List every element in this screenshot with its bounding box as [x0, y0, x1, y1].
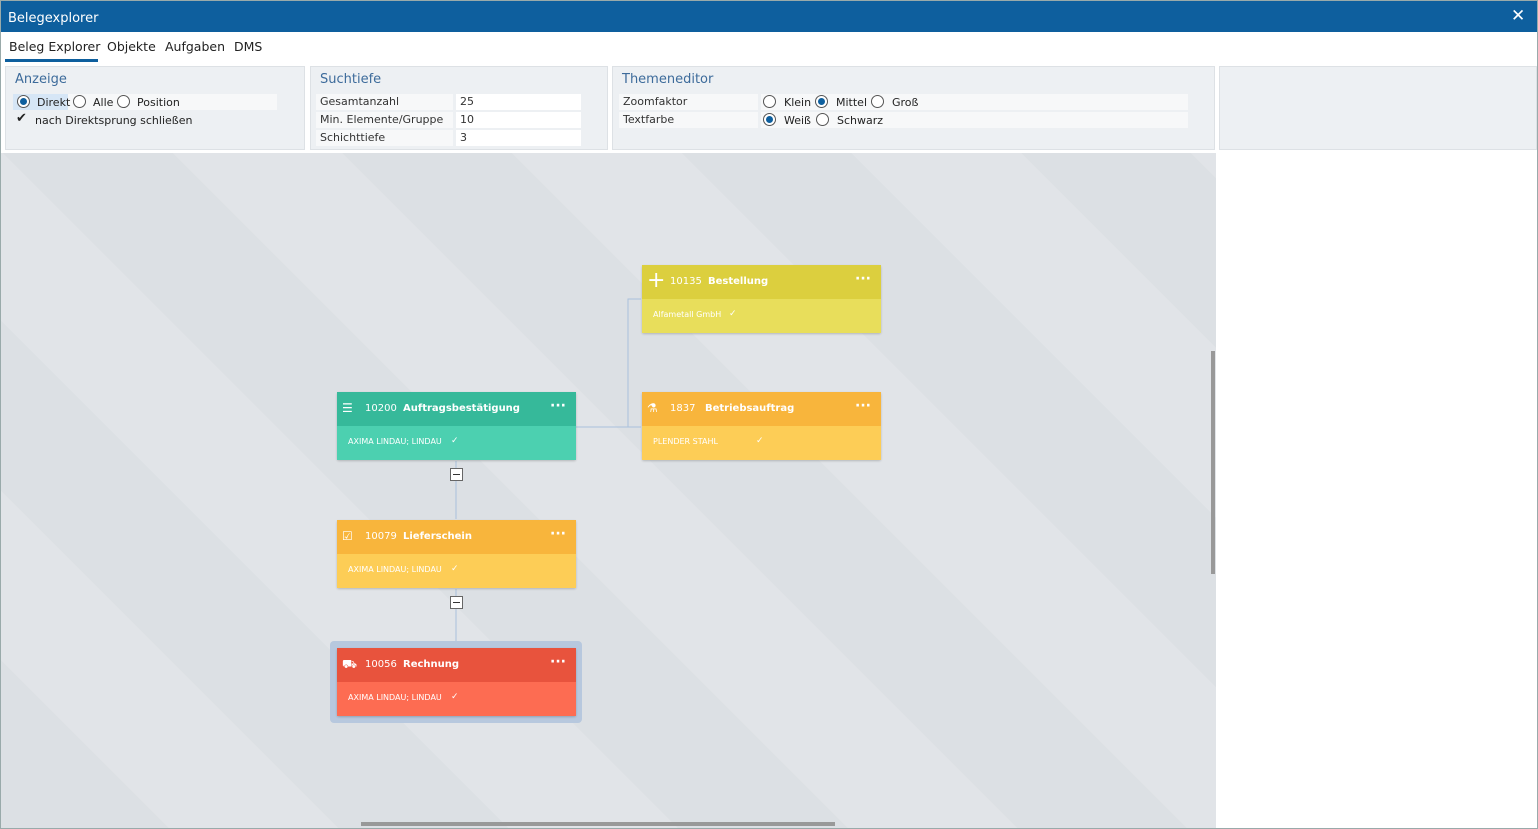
node-company: PLENDER STAHL: [653, 437, 718, 446]
status-icon: ✓: [729, 309, 737, 319]
label-cell: Schichttiefe: [316, 130, 453, 146]
checkbox-label: nach Direktsprung schließen: [35, 114, 193, 127]
node-body: [337, 426, 576, 460]
node-menu[interactable]: ···: [550, 398, 566, 414]
node-type: Lieferschein: [403, 531, 472, 542]
value-cell[interactable]: 10: [456, 112, 581, 128]
title-bar: Belegexplorer ✕: [1, 1, 1537, 32]
tab-underline: [5, 59, 98, 62]
radio-label: Klein: [784, 96, 812, 109]
radio-button[interactable]: [763, 95, 776, 108]
radio-button[interactable]: [117, 95, 130, 108]
tab[interactable]: Objekte: [107, 39, 156, 54]
tab[interactable]: Beleg Explorer: [9, 39, 101, 54]
tab[interactable]: DMS: [234, 39, 263, 54]
node-number: 10200: [365, 403, 397, 414]
radio-label: Alle: [93, 96, 114, 109]
panel-title: Themeneditor: [622, 72, 714, 87]
node-body: [337, 682, 576, 716]
label-cell: Min. Elemente/Gruppe: [316, 112, 453, 128]
radio-button[interactable]: [17, 95, 30, 108]
node-icon: ☰: [342, 401, 353, 415]
label-cell: Zoomfaktor: [619, 94, 758, 110]
value-cell[interactable]: 3: [456, 130, 581, 146]
node-header: ⛟ 10056 Rechnung ···: [337, 648, 576, 682]
node-type: Bestellung: [708, 276, 769, 287]
radio-button[interactable]: [816, 113, 829, 126]
document-node[interactable]: +10135 Bestellung ··· Alfametall GmbH ✓: [642, 265, 881, 333]
document-node[interactable]: ⛟ 10056 Rechnung ··· AXIMA LINDAU; LINDAU ✓: [337, 648, 576, 716]
radio-label: Weiß: [784, 114, 811, 127]
node-header: +10135 Bestellung ···: [642, 265, 881, 299]
node-menu[interactable]: ···: [855, 398, 871, 414]
node-number: 1837: [670, 403, 696, 414]
status-icon: ✓: [756, 436, 764, 446]
document-node[interactable]: ☰ 10200 Auftragsbestätigung ··· AXIMA LINDAU…: [337, 392, 576, 460]
diagram-canvas: [1, 153, 1216, 828]
node-icon: ☑: [342, 529, 353, 543]
checkbox[interactable]: ✔: [16, 111, 27, 126]
node-company: Alfametall GmbH: [653, 310, 722, 319]
panel-title: Anzeige: [15, 72, 67, 87]
node-company: AXIMA LINDAU; LINDAU: [348, 693, 442, 702]
label-cell: Textfarbe: [619, 112, 758, 128]
node-type: Betriebsauftrag: [705, 403, 795, 414]
radio-label: Position: [137, 96, 180, 109]
node-body: [337, 554, 576, 588]
node-body: [642, 426, 881, 460]
option-strip: [761, 112, 1188, 128]
value-cell[interactable]: 25: [456, 94, 581, 110]
empty-panel: [1219, 66, 1537, 150]
label-cell: Gesamtanzahl: [316, 94, 453, 110]
node-header: ⚗ 1837 Betriebsauftrag ···: [642, 392, 881, 426]
document-node[interactable]: ⚗ 1837 Betriebsauftrag ··· PLENDER STAHL ✓: [642, 392, 881, 460]
radio-label: Schwarz: [837, 114, 884, 127]
panel-title: Suchtiefe: [320, 72, 382, 87]
node-number: 10135: [670, 276, 702, 287]
node-icon: ⚗: [647, 401, 658, 415]
connector: [576, 298, 641, 428]
radio-button[interactable]: [763, 113, 776, 126]
node-menu[interactable]: ···: [855, 271, 871, 287]
node-icon: ⛟: [342, 657, 358, 671]
status-icon: ✓: [451, 436, 459, 446]
status-icon: ✓: [451, 692, 459, 702]
horizontal-scrollbar[interactable]: [361, 822, 835, 826]
node-company: AXIMA LINDAU; LINDAU: [348, 565, 442, 574]
node-number: 10079: [365, 531, 397, 542]
radio-button[interactable]: [871, 95, 884, 108]
document-node[interactable]: ☑ 10079 Lieferschein ··· AXIMA LINDAU; LINDA…: [337, 520, 576, 588]
node-type: Auftragsbestätigung: [403, 403, 520, 414]
node-icon: +: [647, 268, 666, 293]
minus-icon: [453, 474, 460, 603]
radio-label: Direkt: [37, 96, 71, 109]
vertical-scrollbar[interactable]: [1211, 351, 1215, 574]
option-strip: [761, 94, 1188, 110]
window-title: Belegexplorer: [8, 11, 99, 26]
node-company: AXIMA LINDAU; LINDAU: [348, 437, 442, 446]
status-icon: ✓: [451, 564, 459, 574]
close-button[interactable]: ✕: [1511, 6, 1526, 26]
node-header: ☑ 10079 Lieferschein ···: [337, 520, 576, 554]
node-body: [642, 299, 881, 333]
node-type: Rechnung: [403, 659, 460, 670]
tab[interactable]: Aufgaben: [165, 39, 226, 54]
node-number: 10056: [365, 659, 397, 670]
node-menu[interactable]: ···: [550, 654, 566, 670]
radio-button[interactable]: [73, 95, 86, 108]
node-menu[interactable]: ···: [550, 526, 566, 542]
radio-button[interactable]: [815, 95, 828, 108]
node-header: ☰ 10200 Auftragsbestätigung ···: [337, 392, 576, 426]
radio-label: Mittel: [836, 96, 867, 109]
radio-label: Groß: [892, 96, 919, 109]
